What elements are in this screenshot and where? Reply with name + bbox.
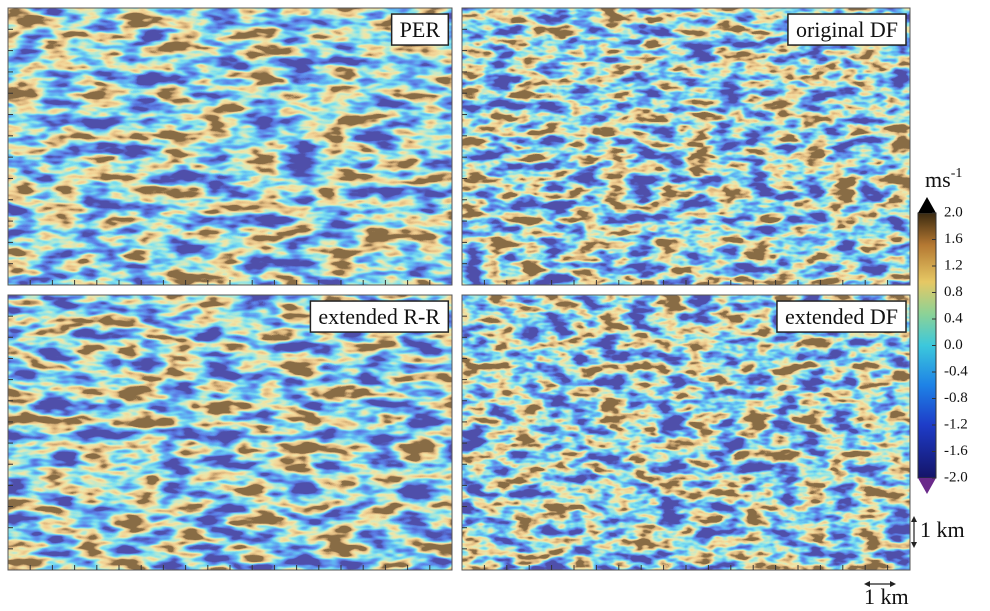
colorbar-min — [918, 478, 936, 494]
colorbar-tick-label: 2.0 — [944, 204, 963, 220]
field-panel — [462, 295, 910, 570]
colorbar-tick-label: -1.2 — [944, 416, 968, 432]
colorbar-tick-label: 0.8 — [944, 284, 963, 300]
panel-label: extended DF — [785, 304, 898, 329]
colorbar-tick-label: -2.0 — [944, 469, 968, 485]
field-panel — [8, 8, 452, 285]
field-panel — [462, 8, 910, 285]
panel-label: PER — [400, 17, 441, 42]
colorbar-tick-label: -0.8 — [944, 390, 968, 406]
label-box — [776, 300, 907, 333]
arrow-head — [911, 516, 917, 522]
colorbar-max — [918, 197, 936, 213]
arrow-head — [890, 581, 896, 587]
scale-label: 1 km — [864, 584, 909, 609]
colorbar-unit: ms-1 — [925, 166, 962, 192]
scale-label: 1 km — [920, 517, 965, 542]
label-box — [309, 300, 450, 333]
label-box — [390, 13, 450, 46]
colorbar-tick-label: 1.6 — [944, 231, 963, 247]
arrow-head — [864, 581, 870, 587]
colorbar-tick-label: -0.4 — [944, 363, 968, 379]
unit-exponent: -1 — [951, 166, 963, 181]
label-box — [787, 13, 907, 46]
colorbar-tick-label: 0.0 — [944, 337, 963, 353]
colorbar-tick-label: -1.6 — [944, 443, 968, 459]
panel-label: extended R-R — [318, 304, 440, 329]
panel-label: original DF — [796, 17, 898, 42]
field-panel — [8, 295, 452, 570]
arrow-head — [911, 542, 917, 548]
colorbar-tick-label: 0.4 — [944, 310, 963, 326]
colorbar-tick-label: 1.2 — [944, 257, 963, 273]
